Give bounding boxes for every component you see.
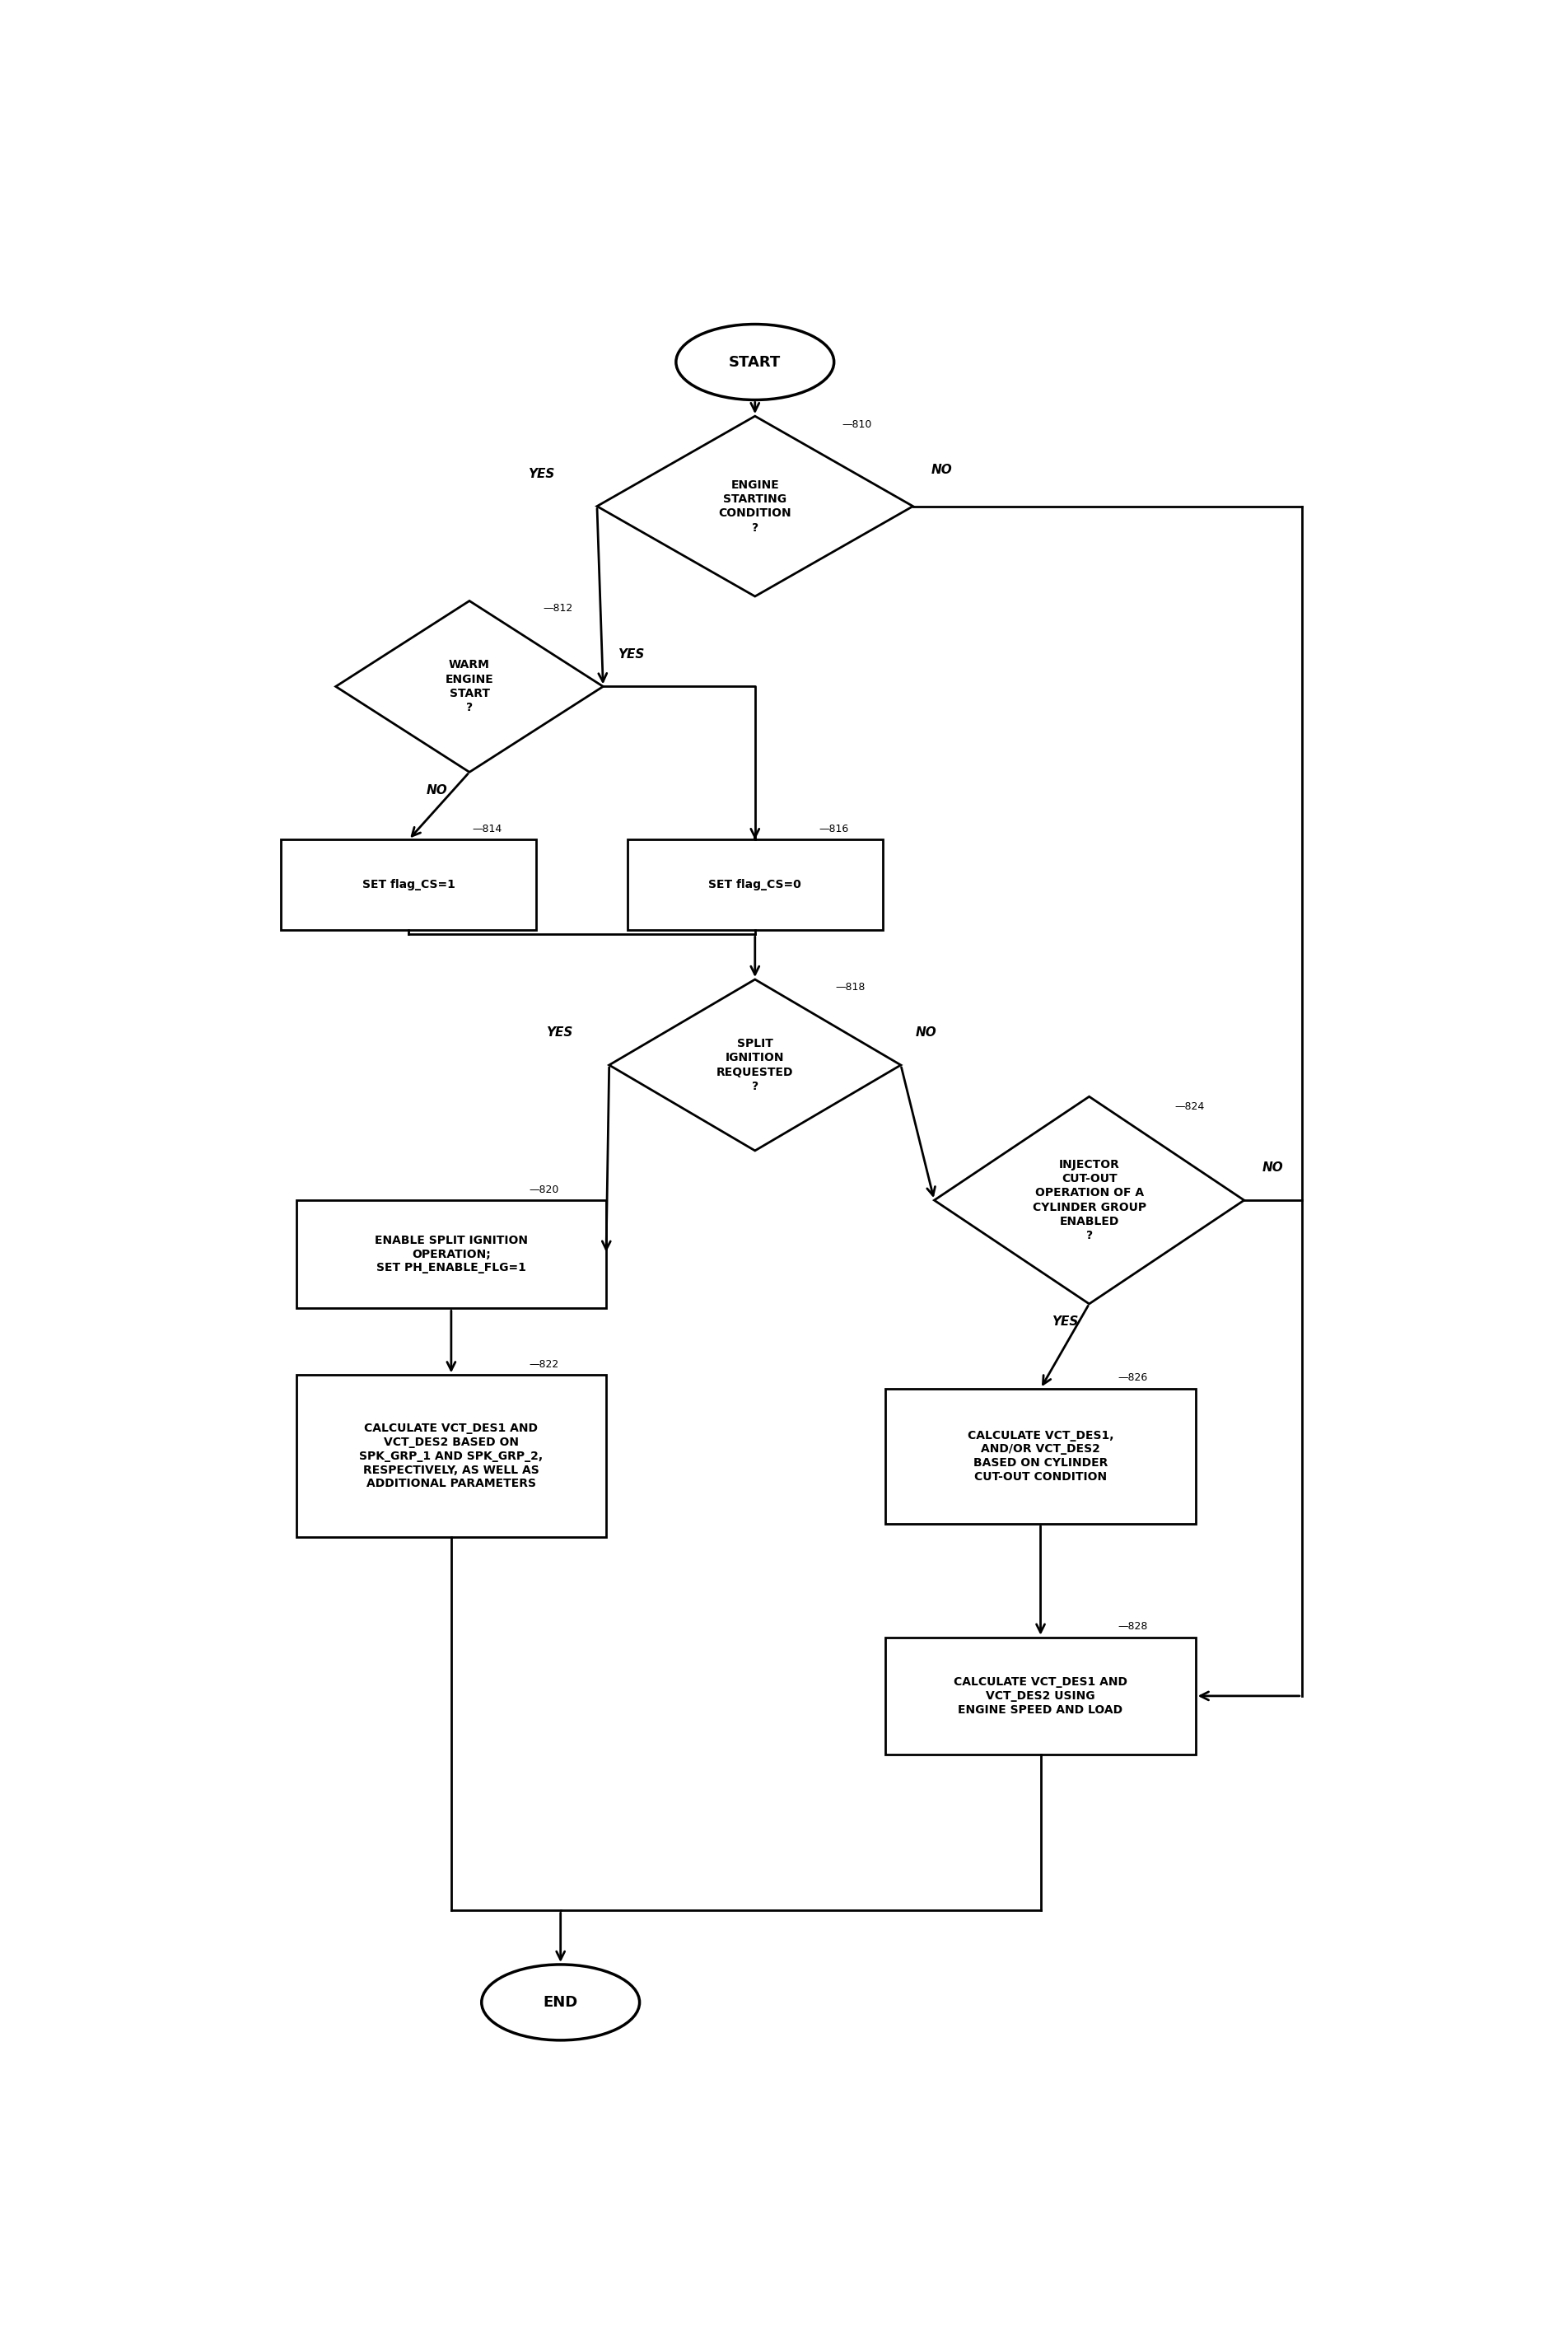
Bar: [627, 840, 883, 929]
Text: CALCULATE VCT_DES1,
AND/OR VCT_DES2
BASED ON CYLINDER
CUT-OUT CONDITION: CALCULATE VCT_DES1, AND/OR VCT_DES2 BASE…: [967, 1430, 1113, 1482]
Text: YES: YES: [528, 468, 555, 480]
Text: CALCULATE VCT_DES1 AND
VCT_DES2 USING
ENGINE SPEED AND LOAD: CALCULATE VCT_DES1 AND VCT_DES2 USING EN…: [953, 1676, 1127, 1716]
Text: YES: YES: [618, 648, 644, 660]
Text: INJECTOR
CUT-OUT
OPERATION OF A
CYLINDER GROUP
ENABLED
?: INJECTOR CUT-OUT OPERATION OF A CYLINDER…: [1032, 1159, 1146, 1241]
Text: —826: —826: [1118, 1372, 1148, 1384]
Text: CALCULATE VCT_DES1 AND
VCT_DES2 BASED ON
SPK_GRP_1 AND SPK_GRP_2,
RESPECTIVELY, : CALCULATE VCT_DES1 AND VCT_DES2 BASED ON…: [359, 1423, 543, 1489]
Bar: [281, 840, 536, 929]
Text: NO: NO: [931, 464, 952, 475]
Text: SET flag_CS=1: SET flag_CS=1: [362, 878, 455, 890]
Text: NO: NO: [426, 784, 447, 796]
Bar: [886, 1636, 1195, 1753]
Bar: [296, 1201, 607, 1309]
Text: —822: —822: [528, 1360, 558, 1369]
Text: END: END: [543, 1995, 579, 2011]
Text: —816: —816: [818, 824, 848, 833]
Text: YES: YES: [1052, 1316, 1079, 1327]
Text: —814: —814: [472, 824, 502, 833]
Text: YES: YES: [546, 1025, 572, 1039]
Text: ENGINE
STARTING
CONDITION
?: ENGINE STARTING CONDITION ?: [718, 480, 792, 534]
Text: —810: —810: [842, 419, 872, 431]
Text: NO: NO: [1262, 1161, 1284, 1173]
Text: —828: —828: [1118, 1622, 1148, 1632]
Text: SPLIT
IGNITION
REQUESTED
?: SPLIT IGNITION REQUESTED ?: [717, 1037, 793, 1093]
Text: —818: —818: [836, 981, 866, 993]
Bar: [296, 1374, 607, 1538]
Text: START: START: [729, 353, 781, 370]
Text: NO: NO: [916, 1025, 936, 1039]
Text: WARM
ENGINE
START
?: WARM ENGINE START ?: [445, 660, 494, 714]
Text: —812: —812: [543, 604, 572, 613]
Text: SET flag_CS=0: SET flag_CS=0: [709, 878, 801, 890]
Text: ENABLE SPLIT IGNITION
OPERATION;
SET PH_ENABLE_FLG=1: ENABLE SPLIT IGNITION OPERATION; SET PH_…: [375, 1234, 528, 1274]
Text: —820: —820: [528, 1185, 558, 1194]
Bar: [886, 1388, 1195, 1524]
Text: —824: —824: [1174, 1100, 1204, 1112]
